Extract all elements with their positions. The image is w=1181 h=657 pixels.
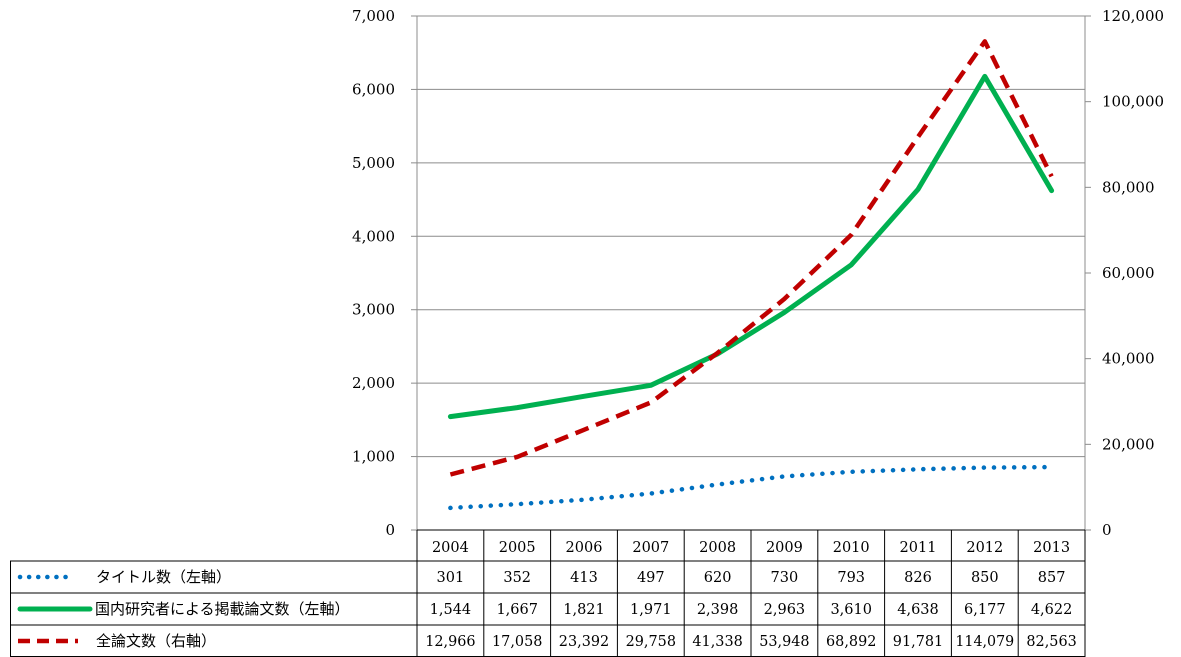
series-line-1	[448, 464, 1054, 511]
left-tick-label: 7,000	[352, 7, 395, 25]
legend-label: タイトル数（左軸）	[96, 568, 231, 586]
data-label: 730	[771, 570, 799, 586]
right-tick-label: 60,000	[1102, 264, 1155, 282]
x-tick-label: 2009	[766, 540, 803, 556]
right-tick-label: 40,000	[1102, 350, 1155, 368]
legend-label: 国内研究者による掲載論文数（左軸）	[95, 600, 350, 618]
data-label: 68,892	[826, 634, 876, 650]
x-tick-label: 2004	[432, 540, 469, 556]
right-tick-label: 80,000	[1102, 178, 1155, 196]
data-label: 82,563	[1026, 634, 1076, 650]
series-line-3	[449, 39, 1054, 477]
series-line-2	[447, 73, 1055, 420]
left-tick-label: 6,000	[352, 80, 395, 98]
data-label: 301	[437, 570, 465, 586]
left-tick-label: 1,000	[352, 448, 395, 466]
data-label: 413	[570, 570, 598, 586]
data-label: 1,544	[430, 602, 472, 618]
x-tick-label: 2013	[1033, 540, 1070, 556]
data-label: 12,966	[425, 634, 475, 650]
data-label: 850	[971, 570, 999, 586]
left-tick-label: 5,000	[352, 154, 395, 172]
data-label: 857	[1038, 570, 1066, 586]
x-tick-label: 2006	[566, 540, 603, 556]
left-tick-label: 4,000	[352, 227, 395, 245]
data-label: 497	[637, 570, 665, 586]
data-label: 1,667	[496, 602, 538, 618]
left-tick-label: 0	[385, 521, 395, 539]
data-label: 6,177	[964, 602, 1006, 618]
x-tick-label: 2005	[499, 540, 536, 556]
data-label: 1,971	[630, 602, 672, 618]
data-label: 1,821	[563, 602, 605, 618]
data-label: 352	[503, 570, 531, 586]
data-label: 4,638	[897, 602, 939, 618]
data-label: 17,058	[492, 634, 542, 650]
data-label: 826	[904, 570, 932, 586]
data-label: 3,610	[830, 602, 872, 618]
left-tick-label: 2,000	[352, 374, 395, 392]
x-tick-label: 2007	[632, 540, 669, 556]
data-label: 23,392	[559, 634, 609, 650]
data-label: 91,781	[893, 634, 943, 650]
x-tick-label: 2011	[900, 540, 937, 556]
data-label: 2,398	[697, 602, 739, 618]
data-label: 114,079	[955, 634, 1014, 650]
data-label: 29,758	[626, 634, 676, 650]
data-label: 41,338	[692, 634, 742, 650]
data-label: 2,963	[764, 602, 806, 618]
right-tick-label: 100,000	[1102, 93, 1164, 111]
legend-label: 全論文数（右軸）	[96, 632, 216, 650]
left-tick-label: 3,000	[352, 301, 395, 319]
right-tick-label: 20,000	[1102, 435, 1155, 453]
right-tick-label: 120,000	[1102, 7, 1164, 25]
data-label: 793	[837, 570, 865, 586]
x-tick-label: 2010	[833, 540, 870, 556]
data-label: 4,622	[1031, 602, 1073, 618]
x-tick-label: 2012	[966, 540, 1003, 556]
data-label: 53,948	[759, 634, 809, 650]
data-label: 620	[704, 570, 732, 586]
right-tick-label: 0	[1102, 521, 1112, 539]
x-tick-label: 2008	[699, 540, 736, 556]
